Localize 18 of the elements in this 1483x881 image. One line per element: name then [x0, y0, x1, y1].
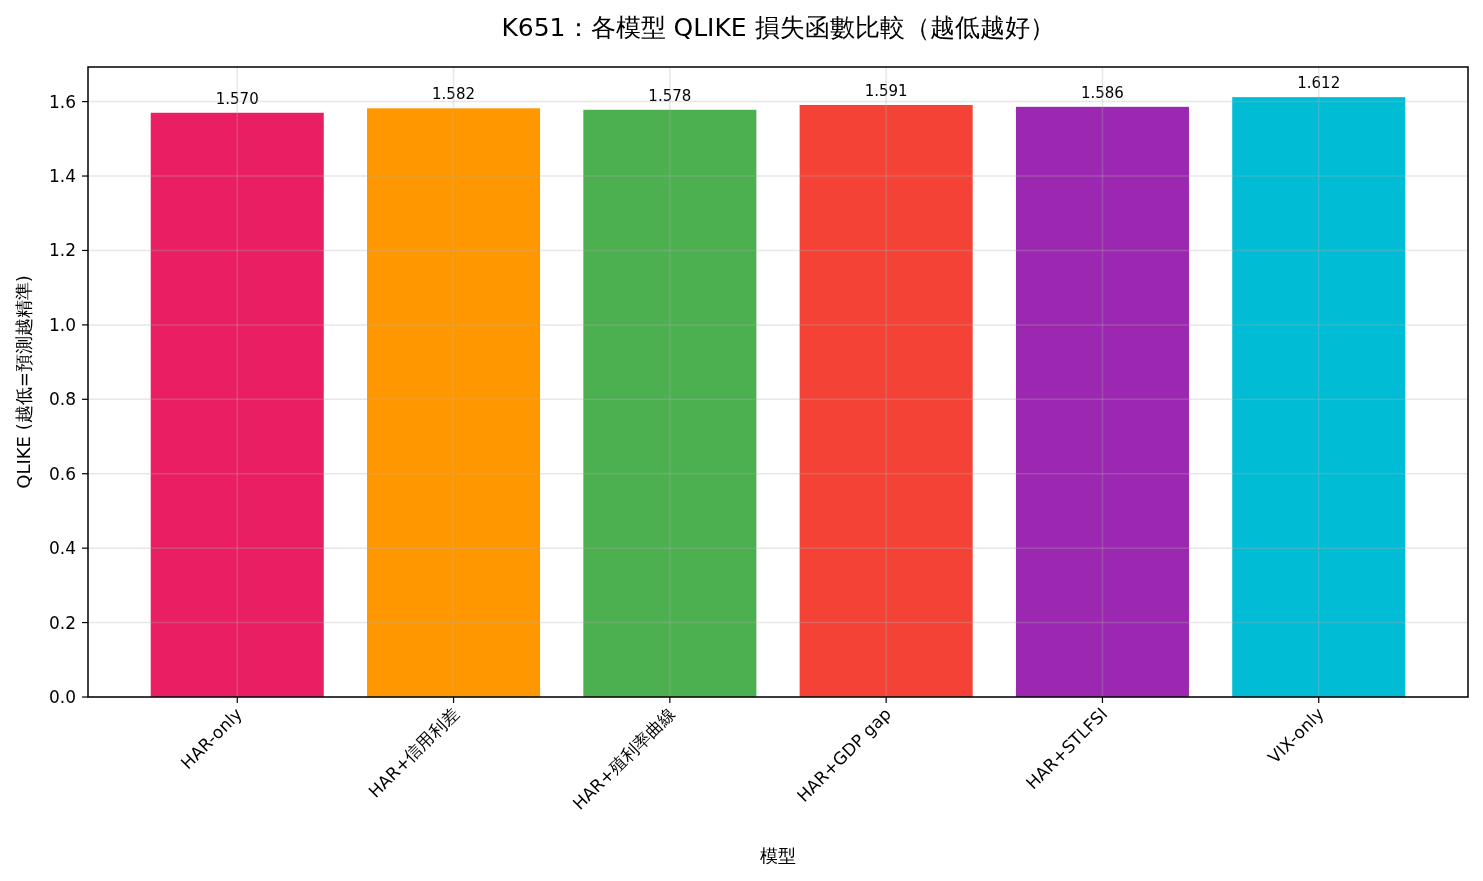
y-tick-label: 0.6	[48, 463, 76, 484]
y-axis-title: QLIKE (越低=預測越精準)	[13, 275, 34, 489]
data-label: 1.591	[864, 81, 908, 100]
y-tick-label: 1.6	[48, 91, 76, 112]
y-tick-label: 0.2	[48, 612, 76, 633]
data-label: 1.578	[648, 86, 692, 105]
chart-title: K651：各模型 QLIKE 損失函數比較（越低越好）	[501, 13, 1055, 42]
y-tick-label: 1.2	[48, 240, 76, 261]
data-label: 1.582	[432, 85, 476, 104]
y-tick-label: 0.8	[48, 389, 76, 410]
y-tick-label: 0.4	[48, 538, 76, 559]
y-tick-label: 1.0	[48, 314, 76, 335]
x-axis-title: 模型	[760, 845, 796, 866]
data-label: 1.586	[1080, 83, 1124, 102]
data-label: 1.612	[1297, 74, 1341, 93]
y-tick-label: 0.0	[48, 687, 76, 707]
y-tick-label: 1.4	[48, 166, 76, 187]
data-label: 1.570	[215, 89, 259, 108]
